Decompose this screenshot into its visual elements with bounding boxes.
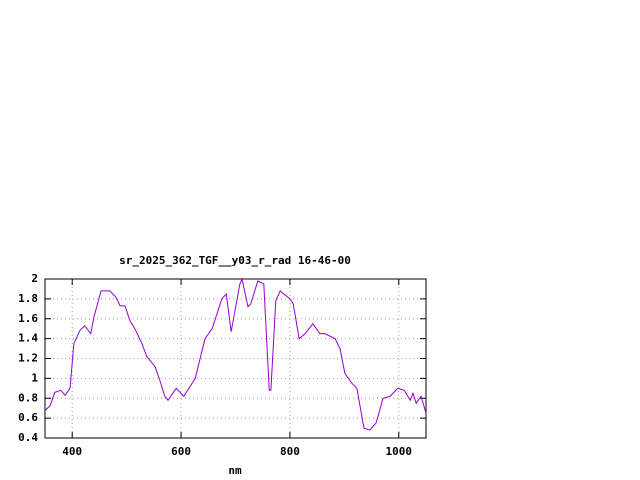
- x-axis-label: nm: [228, 464, 242, 477]
- x-tick-label: 1000: [386, 445, 413, 458]
- y-tick-label: 2: [31, 272, 38, 285]
- data-line: [44, 277, 427, 431]
- y-tick-label: 0.6: [18, 411, 38, 424]
- y-tick-label: 1.6: [18, 312, 38, 325]
- y-tick-label: 0.8: [18, 391, 38, 404]
- y-tick-label: 1: [31, 371, 38, 384]
- y-tick-label: 1.4: [18, 332, 38, 345]
- y-tick-label: 1.2: [18, 352, 38, 365]
- y-tick-label: 0.4: [18, 431, 38, 444]
- y-tick-label: 1.8: [18, 292, 38, 305]
- chart-title: sr_2025_362_TGF__y03_r_rad 16-46-00: [119, 254, 351, 267]
- x-tick-label: 800: [280, 445, 300, 458]
- x-tick-label: 400: [62, 445, 82, 458]
- plot-border: [44, 278, 427, 439]
- x-tick-label: 600: [171, 445, 191, 458]
